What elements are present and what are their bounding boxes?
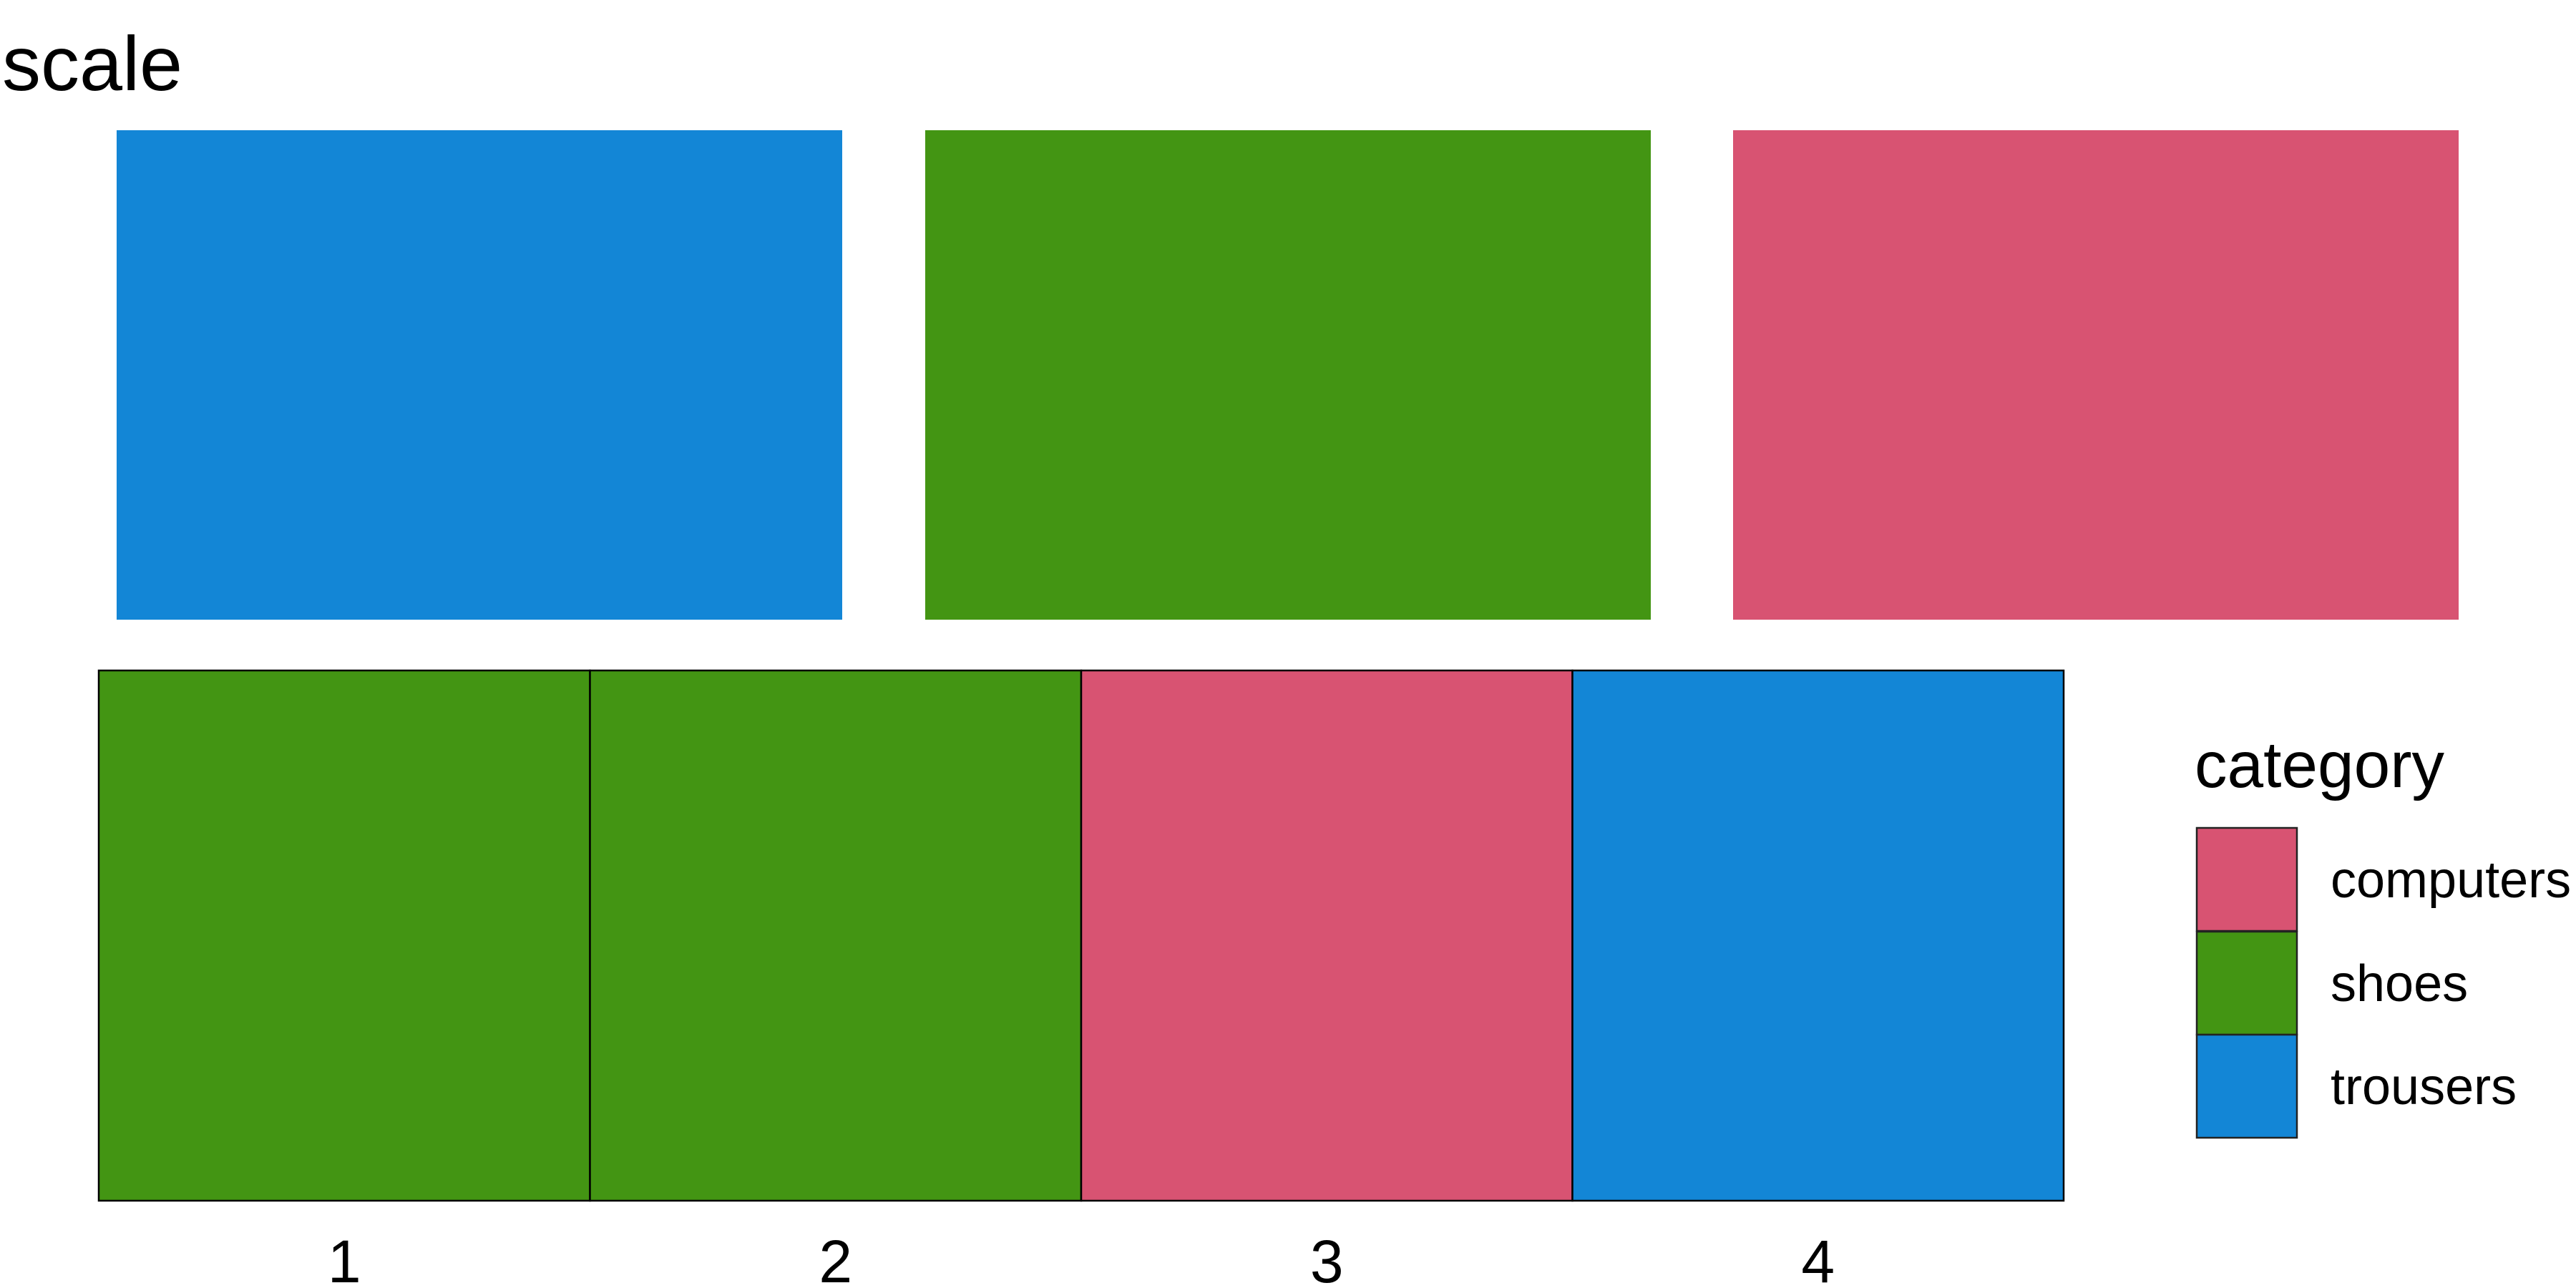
x-tick-label: 1 bbox=[328, 1228, 361, 1288]
legend: category computers shoes trousers bbox=[2195, 729, 2571, 1139]
palette-swatches bbox=[117, 130, 2459, 620]
legend-key bbox=[2195, 1033, 2298, 1139]
tile bbox=[589, 669, 1083, 1202]
legend-label: trousers bbox=[2331, 1058, 2517, 1116]
palette-swatch bbox=[1733, 130, 2459, 620]
tiles bbox=[97, 669, 2065, 1202]
chart-title: scale bbox=[2, 20, 182, 107]
palette-swatch bbox=[925, 130, 1651, 620]
legend-label: shoes bbox=[2331, 955, 2468, 1013]
x-tick-label: 4 bbox=[1801, 1228, 1835, 1288]
legend-key bbox=[2195, 826, 2298, 932]
legend-label: computers bbox=[2331, 852, 2571, 909]
x-tick-label: 3 bbox=[1310, 1228, 1344, 1288]
legend-key bbox=[2195, 930, 2298, 1036]
palette-swatch bbox=[117, 130, 842, 620]
legend-title: category bbox=[2195, 729, 2445, 801]
x-tick-label: 2 bbox=[819, 1228, 852, 1288]
tile bbox=[97, 669, 591, 1202]
tile bbox=[1080, 669, 1574, 1202]
tile bbox=[1571, 669, 2065, 1202]
x-tick-labels: 1 2 3 4 bbox=[328, 1228, 1835, 1288]
